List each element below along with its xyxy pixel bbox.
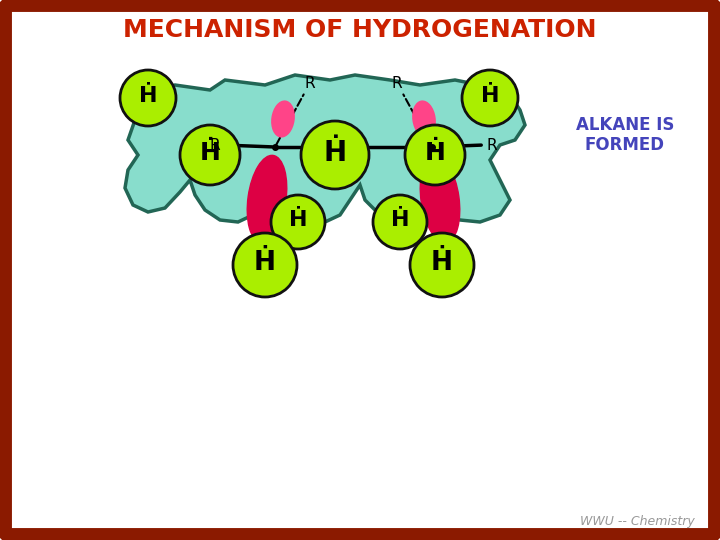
Ellipse shape <box>413 101 435 137</box>
Text: Ḣ: Ḣ <box>323 139 346 167</box>
Ellipse shape <box>420 156 460 242</box>
Text: Ḣ: Ḣ <box>254 250 276 276</box>
Text: Ḣ: Ḣ <box>481 86 499 106</box>
Text: ALKANE IS
FORMED: ALKANE IS FORMED <box>576 116 674 154</box>
Circle shape <box>301 121 369 189</box>
Ellipse shape <box>272 101 294 137</box>
Circle shape <box>233 233 297 297</box>
Polygon shape <box>125 75 525 225</box>
Text: WWU -- Chemistry: WWU -- Chemistry <box>580 516 695 529</box>
Text: R: R <box>305 77 315 91</box>
Circle shape <box>373 195 427 249</box>
Circle shape <box>462 70 518 126</box>
Text: R: R <box>392 77 402 91</box>
Ellipse shape <box>247 156 287 242</box>
Text: Ḣ: Ḣ <box>431 250 453 276</box>
FancyBboxPatch shape <box>5 5 715 535</box>
Text: MECHANISM OF HYDROGENATION: MECHANISM OF HYDROGENATION <box>123 18 597 42</box>
Text: Ḣ: Ḣ <box>391 210 409 230</box>
Text: Ḣ: Ḣ <box>425 141 446 165</box>
Circle shape <box>120 70 176 126</box>
Text: R: R <box>487 138 498 152</box>
Text: R: R <box>210 138 220 152</box>
Text: Ḣ: Ḣ <box>199 141 220 165</box>
Text: Ḣ: Ḣ <box>139 86 157 106</box>
Circle shape <box>410 233 474 297</box>
Circle shape <box>180 125 240 185</box>
Circle shape <box>405 125 465 185</box>
Circle shape <box>271 195 325 249</box>
Text: Ḣ: Ḣ <box>289 210 307 230</box>
